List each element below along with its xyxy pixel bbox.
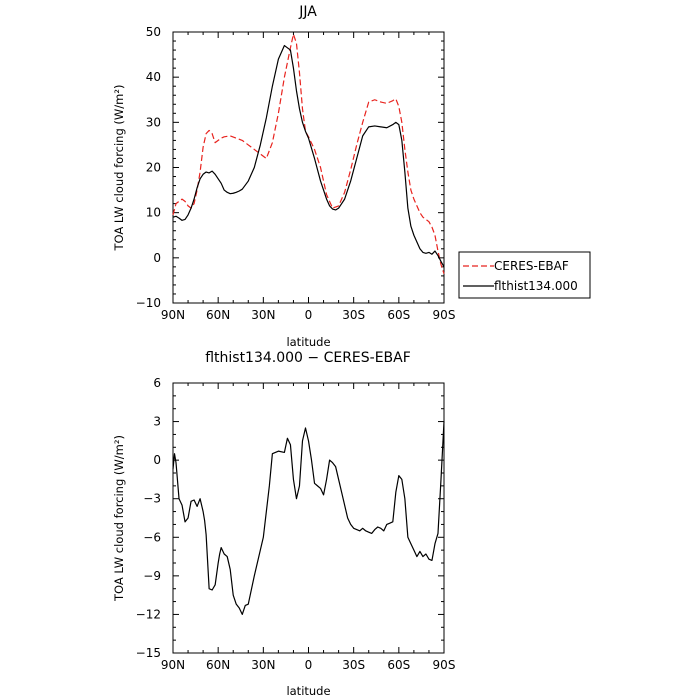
x-tick-label: 60S <box>387 308 410 322</box>
x-axis-label-bottom: latitude <box>286 684 330 698</box>
ticks-top: 90N 60N 30N 0 30S 60S 90S −10 0 10 20 30 40 50 <box>136 25 456 322</box>
x-tick-label: 0 <box>305 308 313 322</box>
x-tick-label: 30S <box>342 658 365 672</box>
series-line-difference <box>172 421 445 616</box>
y-tick-label: 50 <box>146 25 161 39</box>
y-tick-label: 0 <box>153 251 161 265</box>
y-tick-label: 20 <box>146 161 161 175</box>
y-tick-label: −10 <box>136 296 161 310</box>
series-layer-top <box>172 33 445 274</box>
series-line-flthist <box>172 44 445 268</box>
y-axis-label-bottom: TOA LW cloud forcing (W/m²) <box>112 435 126 602</box>
y-tick-label: −3 <box>143 492 161 506</box>
x-tick-label: 90S <box>433 658 456 672</box>
legend-label-ceres: CERES-EBAF <box>494 259 569 273</box>
x-tick-label: 30N <box>251 308 275 322</box>
y-tick-label: −9 <box>143 569 161 583</box>
legend-label-model: flthist134.000 <box>494 279 578 293</box>
x-tick-label: 30N <box>251 658 275 672</box>
legend: CERES-EBAF flthist134.000 <box>458 251 591 299</box>
series-layer-bottom <box>172 421 445 616</box>
x-tick-label: 90S <box>433 308 456 322</box>
y-tick-label: 3 <box>153 415 161 429</box>
y-tick-label: −15 <box>136 646 161 660</box>
x-axis-label-top: latitude <box>286 335 330 349</box>
plot-frame-top <box>172 31 445 304</box>
y-tick-label: 40 <box>146 70 161 84</box>
panel-bottom-chart: flthist134.000 − CERES-EBAF 90N 60N 30N 0 30… <box>112 350 455 698</box>
panel-top-chart: JJA 90N 60N 30N 0 30S 60S 90S −10 0 10 20 30 40 50 la… <box>112 4 455 349</box>
series-line-ceres-ebaf <box>172 33 445 274</box>
chart-title-bottom: flthist134.000 − CERES-EBAF <box>205 350 411 366</box>
legend-box <box>458 251 591 299</box>
x-tick-label: 30S <box>342 308 365 322</box>
y-tick-label: 0 <box>153 453 161 467</box>
y-tick-label: −12 <box>136 607 161 621</box>
plot-frame-bottom <box>172 382 445 654</box>
x-tick-label: 60N <box>206 658 230 672</box>
y-tick-label: −6 <box>143 530 161 544</box>
y-axis-label-top: TOA LW cloud forcing (W/m²) <box>112 85 126 252</box>
x-tick-label: 60N <box>206 308 230 322</box>
y-tick-label: 6 <box>153 376 161 390</box>
chart-title-top: JJA <box>298 4 317 20</box>
y-tick-label: 30 <box>146 115 161 129</box>
x-tick-label: 60S <box>387 658 410 672</box>
x-tick-label: 0 <box>305 658 313 672</box>
y-tick-label: 10 <box>146 206 161 220</box>
ticks-bottom: 90N 60N 30N 0 30S 60S 90S −15 −12 −9 −6 −3 0 3 6 <box>136 376 456 672</box>
x-tick-label: 90N <box>161 308 185 322</box>
x-tick-label: 90N <box>161 658 185 672</box>
